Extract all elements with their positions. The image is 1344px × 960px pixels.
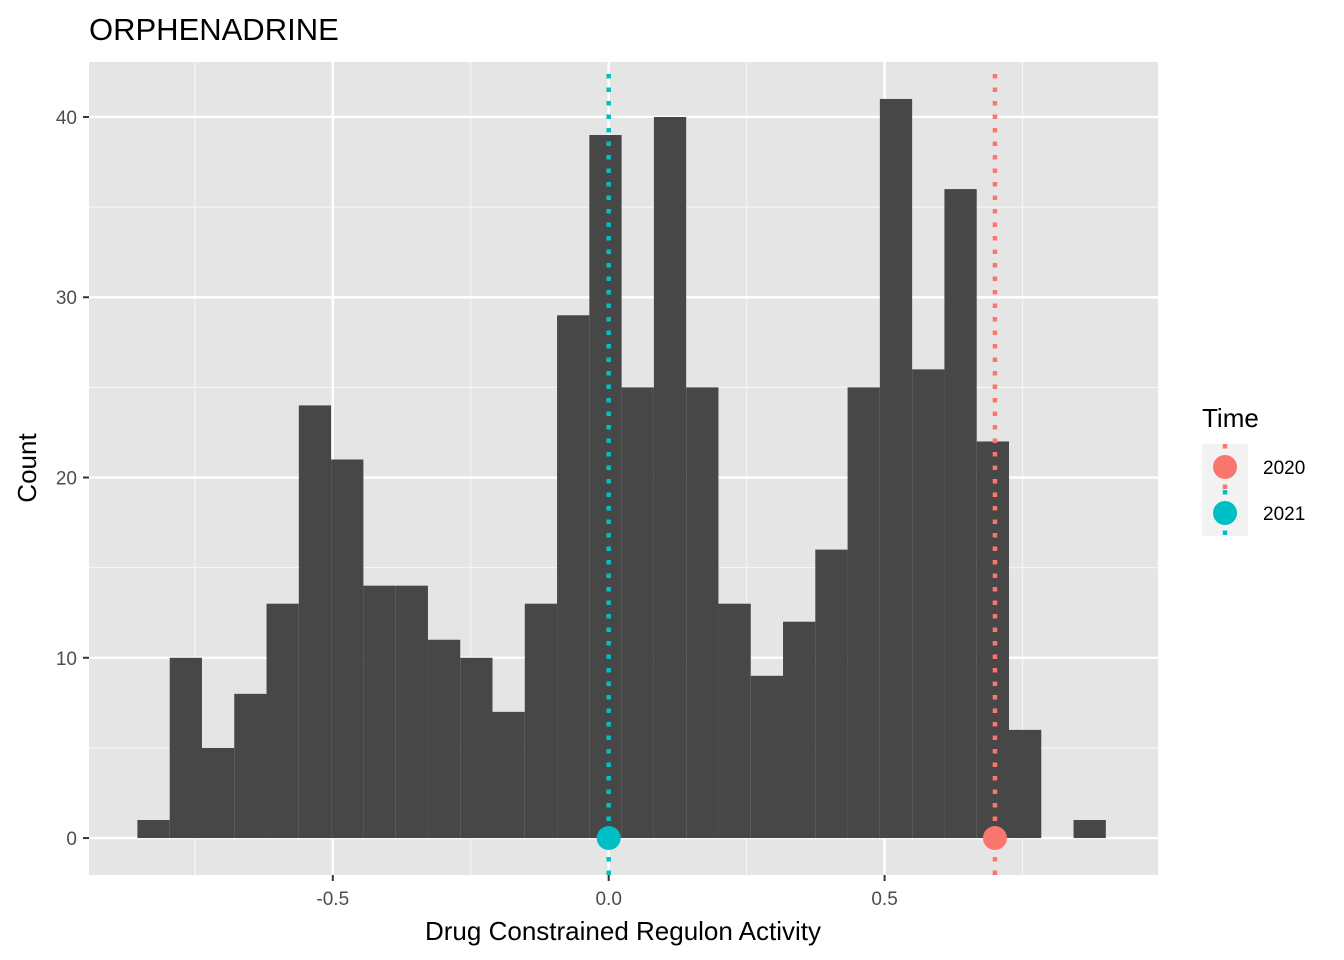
legend-label: 2020 bbox=[1263, 458, 1305, 479]
histogram-bar bbox=[234, 693, 267, 839]
y-tick-label: 30 bbox=[56, 288, 77, 309]
histogram-bar bbox=[1073, 820, 1106, 839]
histogram-bar bbox=[783, 621, 816, 839]
histogram-bar bbox=[427, 639, 461, 839]
marker-point-2021 bbox=[596, 826, 621, 851]
y-axis: 0 10 20 30 40 bbox=[56, 108, 89, 850]
histogram-bar bbox=[589, 135, 622, 839]
histogram-bar bbox=[169, 657, 202, 839]
histogram-bar bbox=[557, 315, 590, 839]
histogram-bar bbox=[266, 603, 299, 839]
histogram-bar bbox=[331, 459, 364, 839]
histogram-bar bbox=[815, 549, 848, 839]
x-axis: -0.5 0.0 0.5 bbox=[316, 875, 898, 910]
histogram-bar bbox=[298, 405, 332, 839]
histogram-bar bbox=[879, 98, 913, 839]
histogram-bars bbox=[137, 98, 1106, 839]
histogram-bar bbox=[201, 747, 235, 839]
x-tick-label: 0.5 bbox=[871, 889, 897, 910]
y-axis-title: Count bbox=[12, 433, 42, 503]
marker-point-2020 bbox=[982, 826, 1007, 851]
histogram-bar bbox=[750, 675, 784, 839]
x-axis-title: Drug Constrained Regulon Activity bbox=[425, 916, 821, 946]
histogram-bar bbox=[653, 116, 687, 839]
x-tick-label: 0.0 bbox=[595, 889, 621, 910]
histogram-bar bbox=[912, 369, 945, 839]
histogram-bar bbox=[718, 603, 751, 839]
chart-title: ORPHENADRINE bbox=[89, 12, 339, 47]
legend-label: 2021 bbox=[1263, 504, 1305, 525]
histogram-bar bbox=[137, 820, 170, 839]
legend-key-point bbox=[1213, 501, 1237, 525]
histogram-bar bbox=[944, 189, 977, 839]
legend: Time 2020 2021 bbox=[1202, 403, 1305, 536]
histogram-bar bbox=[621, 387, 654, 839]
y-tick-label: 40 bbox=[56, 108, 77, 129]
y-tick-label: 10 bbox=[56, 649, 77, 670]
histogram-bar bbox=[492, 711, 525, 839]
histogram-bar bbox=[363, 585, 396, 839]
y-tick-label: 20 bbox=[56, 469, 77, 490]
x-tick-label: -0.5 bbox=[316, 889, 349, 910]
histogram-bar bbox=[395, 585, 428, 839]
histogram-bar bbox=[524, 603, 558, 839]
y-tick-label: 0 bbox=[66, 829, 77, 850]
histogram-bar bbox=[847, 387, 880, 839]
histogram-bar bbox=[1008, 729, 1042, 839]
histogram-bar bbox=[460, 657, 493, 839]
legend-key-point bbox=[1213, 455, 1237, 479]
legend-title: Time bbox=[1202, 403, 1259, 433]
marker-points bbox=[596, 826, 1007, 851]
histogram-bar bbox=[686, 387, 719, 839]
